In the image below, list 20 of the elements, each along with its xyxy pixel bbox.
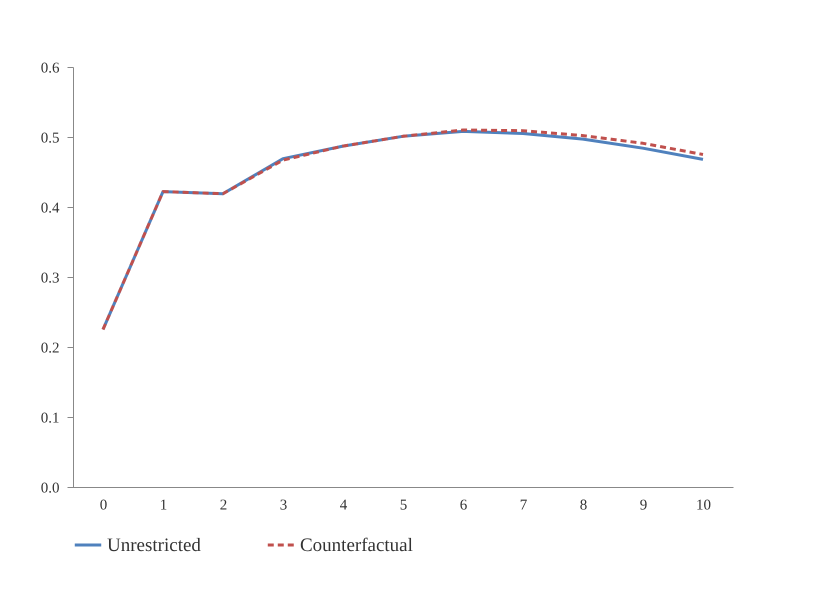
x-tick-label: 5 (400, 498, 408, 514)
y-tick-label: 0.1 (40, 410, 60, 426)
y-tick-label: 0.5 (40, 130, 60, 146)
x-tick-label: 7 (520, 498, 528, 514)
x-tick-label: 3 (280, 498, 288, 514)
x-tick-label: 10 (696, 498, 711, 514)
x-tick-label: 1 (160, 498, 168, 514)
x-tick-label: 0 (100, 498, 108, 514)
x-tick-label: 2 (220, 498, 228, 514)
x-tick-label: 4 (340, 498, 348, 514)
y-tick-label: 0.2 (40, 340, 60, 356)
y-tick-label: 0.3 (40, 270, 60, 286)
x-tick-label: 8 (580, 498, 588, 514)
x-tick-label: 6 (460, 498, 468, 514)
y-tick-label: 0.6 (40, 60, 60, 76)
y-tick-label: 0.4 (40, 200, 60, 216)
y-tick-label: 0.0 (40, 480, 60, 496)
legend-label: Counterfactual (300, 535, 413, 556)
legend-label: Unrestricted (107, 535, 202, 556)
x-tick-label: 9 (640, 498, 648, 514)
